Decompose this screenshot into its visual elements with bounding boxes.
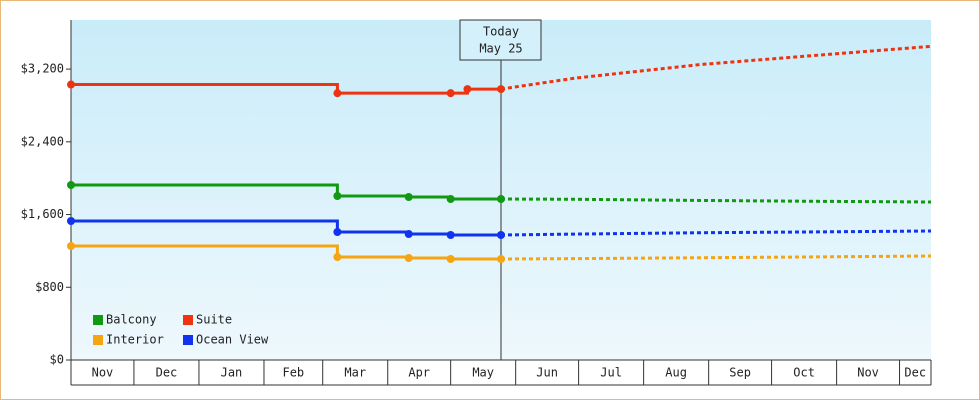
point	[333, 228, 342, 236]
point	[67, 80, 75, 89]
today-label: Today	[483, 25, 519, 39]
point	[404, 193, 413, 201]
x-tick-label: Sep	[729, 366, 751, 380]
point	[67, 181, 75, 189]
forecast-line	[500, 254, 932, 261]
point	[497, 85, 505, 94]
point	[446, 231, 455, 239]
y-tick-label: $0	[50, 353, 64, 367]
point	[333, 89, 342, 98]
point	[333, 253, 342, 261]
point	[67, 242, 75, 250]
point	[404, 230, 413, 238]
x-tick-label: Jun	[536, 366, 558, 380]
legend-label: Ocean View	[196, 333, 269, 347]
legend-swatch	[93, 315, 103, 325]
point	[463, 85, 472, 94]
x-tick-label: May	[472, 366, 494, 380]
legend-label: Suite	[196, 313, 232, 327]
point	[446, 255, 455, 263]
y-tick-label: $1,600	[21, 207, 64, 221]
legend-label: Balcony	[106, 313, 157, 327]
forecast-line	[500, 44, 932, 91]
legend-swatch	[183, 335, 193, 345]
today-date: May 25	[479, 42, 522, 56]
x-tick-label: Oct	[793, 366, 815, 380]
point	[497, 195, 505, 203]
x-tick-label: Jul	[600, 366, 622, 380]
point	[404, 254, 413, 262]
point	[67, 217, 75, 225]
x-tick-label: Nov	[857, 366, 879, 380]
forecast-line	[500, 229, 932, 237]
forecast-line	[500, 197, 932, 204]
point	[446, 89, 455, 98]
x-tick-label: Feb	[282, 366, 304, 380]
x-tick-label: Mar	[344, 366, 366, 380]
y-tick-label: $800	[35, 280, 64, 294]
legend-swatch	[183, 315, 193, 325]
x-tick-label: Dec	[156, 366, 178, 380]
legend-swatch	[93, 335, 103, 345]
point	[497, 255, 505, 263]
point	[446, 195, 455, 203]
x-tick-label: Nov	[92, 366, 114, 380]
x-tick-label: Aug	[665, 366, 687, 380]
point	[333, 192, 342, 200]
today-box	[459, 19, 542, 61]
x-tick-label: Jan	[221, 366, 243, 380]
legend-label: Interior	[106, 333, 164, 347]
point	[497, 231, 505, 239]
x-tick-label: Apr	[408, 366, 430, 380]
x-tick-label: Dec	[904, 366, 926, 380]
y-tick-label: $3,200	[21, 62, 64, 76]
y-tick-label: $2,400	[21, 134, 64, 148]
